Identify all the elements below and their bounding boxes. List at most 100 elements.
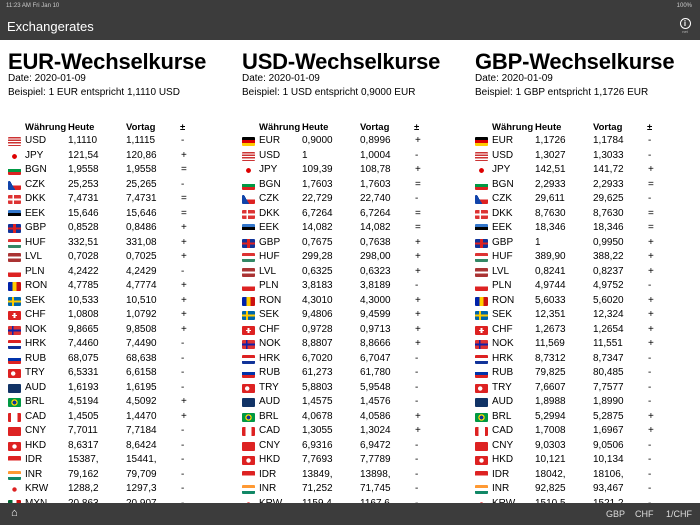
table-row[interactable]: EEK 18,346 18,346 = bbox=[467, 221, 700, 236]
table-row[interactable]: RUB 68,075 68,638 - bbox=[0, 352, 233, 367]
table-row[interactable]: HUF 389,90 388,22 + bbox=[467, 250, 700, 265]
table-row[interactable]: IDR 15387, 15441, - bbox=[0, 453, 233, 468]
table-row[interactable]: TRY 7,6607 7,7577 - bbox=[467, 381, 700, 396]
table-row[interactable]: PLN 4,2422 4,2429 - bbox=[0, 265, 233, 280]
table-row[interactable]: DKK 7,4731 7,4731 = bbox=[0, 192, 233, 207]
table-row[interactable]: HKD 7,7693 7,7789 - bbox=[234, 453, 467, 468]
table-row[interactable]: CNY 7,7011 7,7184 - bbox=[0, 424, 233, 439]
rate-change: + bbox=[415, 410, 421, 422]
rate-prev: 8,7347 bbox=[593, 352, 624, 364]
table-row[interactable]: NOK 8,8807 8,8666 + bbox=[234, 337, 467, 352]
flag-sek-icon bbox=[475, 311, 488, 320]
table-row[interactable]: KRW 1288,2 1297,3 - bbox=[0, 482, 233, 497]
table-row[interactable]: AUD 1,6193 1,6195 - bbox=[0, 381, 233, 396]
table-row[interactable]: SEK 9,4806 9,4599 + bbox=[234, 308, 467, 323]
table-row[interactable]: RUB 79,825 80,485 - bbox=[467, 366, 700, 381]
table-row[interactable]: HRK 7,4460 7,4490 - bbox=[0, 337, 233, 352]
table-row[interactable]: HRK 8,7312 8,7347 - bbox=[467, 352, 700, 367]
table-row[interactable]: EEK 14,082 14,082 = bbox=[234, 221, 467, 236]
table-row[interactable]: GBP 0,8528 0,8486 + bbox=[0, 221, 233, 236]
currency-code: USD bbox=[492, 149, 514, 161]
table-row[interactable]: USD 1,1110 1,1115 - bbox=[0, 134, 233, 149]
table-row[interactable]: LVL 0,7028 0,7025 + bbox=[0, 250, 233, 265]
rate-change: - bbox=[181, 135, 185, 146]
table-row[interactable]: HKD 10,121 10,134 - bbox=[467, 453, 700, 468]
table-row[interactable]: RON 4,7785 4,7774 + bbox=[0, 279, 233, 294]
table-row[interactable]: RON 5,6033 5,6020 + bbox=[467, 294, 700, 309]
table-row[interactable]: JPY 109,39 108,78 + bbox=[234, 163, 467, 178]
table-row[interactable]: HUF 332,51 331,08 + bbox=[0, 236, 233, 251]
rate-change: - bbox=[181, 338, 185, 349]
rate-prev: 1521,2 bbox=[593, 497, 624, 504]
table-row[interactable]: KRW 1510,5 1521,2 - bbox=[467, 497, 700, 504]
table-row[interactable]: PLN 4,9744 4,9752 - bbox=[467, 279, 700, 294]
table-row[interactable]: BGN 1,7603 1,7603 = bbox=[234, 178, 467, 193]
table-row[interactable]: CNY 9,0303 9,0506 - bbox=[467, 439, 700, 454]
table-row[interactable]: USD 1 1,0004 - bbox=[234, 149, 467, 164]
rate-prev: 6,7047 bbox=[360, 352, 391, 364]
table-row[interactable]: TRY 5,8803 5,9548 - bbox=[234, 381, 467, 396]
table-row[interactable]: MXN 20,863 20,907 - bbox=[0, 497, 233, 503]
table-row[interactable]: KRW 1159,4 1167,6 - bbox=[234, 497, 467, 503]
table-row[interactable]: PLN 3,8183 3,8189 - bbox=[234, 279, 467, 294]
table-row[interactable]: AUD 1,4575 1,4576 - bbox=[234, 395, 467, 410]
table-row[interactable]: RUB 61,273 61,780 - bbox=[234, 366, 467, 381]
table-row[interactable]: INR 71,252 71,745 - bbox=[234, 482, 467, 497]
table-row[interactable]: NOK 9,8665 9,8508 + bbox=[0, 323, 233, 338]
table-row[interactable]: LVL 0,8241 0,8237 + bbox=[467, 265, 700, 280]
table-row[interactable]: SEK 12,351 12,324 + bbox=[467, 308, 700, 323]
rate-prev: 71,745 bbox=[360, 483, 391, 494]
table-row[interactable]: TRY 6,5331 6,6158 - bbox=[0, 366, 233, 381]
table-row[interactable]: SEK 10,533 10,510 + bbox=[0, 294, 233, 309]
table-row[interactable]: AUD 1,8988 1,8990 - bbox=[467, 395, 700, 410]
table-row[interactable]: GBP 1 0,9950 + bbox=[467, 236, 700, 251]
table-row[interactable]: EUR 0,9000 0,8996 + bbox=[234, 134, 467, 149]
table-row[interactable]: EUR 1,1726 1,1784 - bbox=[467, 134, 700, 149]
rate-today: 15,646 bbox=[68, 207, 99, 219]
table-row[interactable]: IDR 18042, 18106, - bbox=[467, 468, 700, 483]
table-row[interactable]: HUF 299,28 298,00 + bbox=[234, 250, 467, 265]
table-row[interactable]: EEK 15,646 15,646 = bbox=[0, 207, 233, 222]
rate-prev: 9,8508 bbox=[126, 323, 157, 335]
table-row[interactable]: INR 79,162 79,709 - bbox=[0, 468, 233, 483]
chf-button[interactable]: CHF bbox=[635, 509, 654, 519]
rate-change: = bbox=[181, 193, 187, 204]
rate-prev: 1,8990 bbox=[593, 396, 624, 407]
table-row[interactable]: HKD 8,6317 8,6424 - bbox=[0, 439, 233, 454]
table-row[interactable]: CHF 1,2673 1,2654 + bbox=[467, 323, 700, 338]
table-row[interactable]: CAD 1,3055 1,3024 + bbox=[234, 424, 467, 439]
home-icon[interactable]: ⌂ bbox=[11, 507, 18, 519]
table-row[interactable]: CAD 1,7008 1,6967 + bbox=[467, 424, 700, 439]
table-row[interactable]: BRL 4,5194 4,5092 + bbox=[0, 395, 233, 410]
inverse-chf-button[interactable]: 1/CHF bbox=[666, 509, 693, 519]
table-row[interactable]: RON 4,3010 4,3000 + bbox=[234, 294, 467, 309]
table-row[interactable]: JPY 121,54 120,86 + bbox=[0, 149, 233, 164]
table-row[interactable]: CHF 0,9728 0,9713 + bbox=[234, 323, 467, 338]
table-row[interactable]: BRL 4,0678 4,0586 + bbox=[234, 410, 467, 425]
currency-code: NOK bbox=[492, 338, 514, 349]
table-row[interactable]: USD 1,3027 1,3033 - bbox=[467, 149, 700, 164]
table-row[interactable]: BGN 2,2933 2,2933 = bbox=[467, 178, 700, 193]
info-button[interactable]: i net bbox=[678, 18, 692, 34]
table-row[interactable]: DKK 6,7264 6,7264 = bbox=[234, 207, 467, 222]
table-row[interactable]: CHF 1,0808 1,0792 + bbox=[0, 308, 233, 323]
table-row[interactable]: CZK 29,611 29,625 - bbox=[467, 192, 700, 207]
table-row[interactable]: CAD 1,4505 1,4470 + bbox=[0, 410, 233, 425]
table-row[interactable]: CZK 22,729 22,740 - bbox=[234, 192, 467, 207]
currency-code: CZK bbox=[25, 178, 45, 190]
rate-today: 22,729 bbox=[302, 193, 333, 204]
table-row[interactable]: IDR 13849, 13898, - bbox=[234, 468, 467, 483]
table-row[interactable]: CZK 25,253 25,265 - bbox=[0, 178, 233, 193]
gbp-button[interactable]: GBP bbox=[606, 509, 626, 519]
table-row[interactable]: BGN 1,9558 1,9558 = bbox=[0, 163, 233, 178]
currency-code: HUF bbox=[492, 251, 513, 262]
table-row[interactable]: CNY 6,9316 6,9472 - bbox=[234, 439, 467, 454]
table-row[interactable]: DKK 8,7630 8,7630 = bbox=[467, 207, 700, 222]
table-row[interactable]: GBP 0,7675 0,7638 + bbox=[234, 236, 467, 251]
table-row[interactable]: NOK 11,569 11,551 + bbox=[467, 337, 700, 352]
table-row[interactable]: BRL 5,2994 5,2875 + bbox=[467, 410, 700, 425]
table-row[interactable]: JPY 142,51 141,72 + bbox=[467, 163, 700, 178]
table-row[interactable]: INR 92,825 93,467 - bbox=[467, 482, 700, 497]
table-row[interactable]: LVL 0,6325 0,6323 + bbox=[234, 265, 467, 280]
table-row[interactable]: HRK 6,7020 6,7047 - bbox=[234, 352, 467, 367]
